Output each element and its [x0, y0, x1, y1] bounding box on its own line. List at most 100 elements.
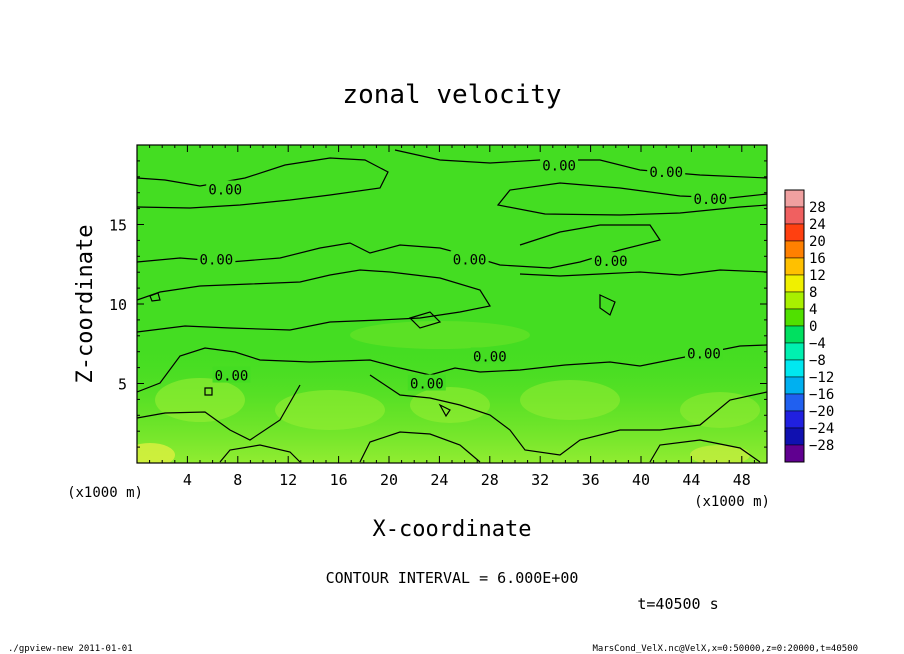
- contour-label-gap: [691, 190, 730, 207]
- x-axis-label: X-coordinate: [373, 517, 532, 542]
- colorbar-cell: [784, 291, 805, 310]
- warm-patch: [137, 443, 175, 463]
- colorbar-label: 8: [809, 285, 817, 301]
- contour-line: [649, 439, 761, 463]
- contour-label: 0.00: [693, 192, 727, 208]
- contour-line: [204, 387, 213, 396]
- contour-label: 0.00: [473, 349, 507, 365]
- colorbar-cell: [784, 393, 805, 412]
- contour-line: [359, 431, 481, 463]
- y-tick-label: 10: [109, 296, 127, 314]
- contour-label-gap: [212, 366, 251, 383]
- x-tick-label: 28: [481, 471, 499, 489]
- contour-line: [149, 292, 161, 302]
- colorbar-label: −12: [809, 370, 834, 386]
- colorbar-label: −8: [809, 353, 826, 369]
- colorbar-cell: [784, 206, 805, 225]
- contour-label-gap: [685, 344, 723, 361]
- x-tick-label: 36: [582, 471, 600, 489]
- contour-label-gap: [206, 180, 245, 197]
- warm-patch: [275, 390, 385, 430]
- colorbar-cell: [784, 359, 805, 378]
- x-tick-label: 40: [632, 471, 650, 489]
- colorbar-cell: [784, 342, 805, 361]
- y-tick-marks: [137, 160, 767, 448]
- colorbar-label: 20: [809, 234, 826, 250]
- contour-line: [219, 444, 301, 463]
- contour-label-gap: [591, 252, 630, 269]
- colorbar-label: 4: [809, 302, 817, 318]
- y-tick-label: 15: [109, 217, 127, 235]
- colorbar-cell: [784, 376, 805, 395]
- colorbar-cell: [784, 189, 805, 208]
- x-tick-label: 16: [330, 471, 348, 489]
- colorbar-cell: [784, 240, 805, 259]
- warm-patch: [410, 387, 490, 423]
- colorbar-label: 12: [809, 268, 826, 284]
- colorbar-label: 16: [809, 251, 826, 267]
- x-tick-label: 4: [183, 471, 192, 489]
- warm-patch: [350, 321, 530, 349]
- y-axis-label: Z-coordinate: [73, 225, 98, 384]
- y-tick-labels: 5 10 15: [109, 217, 127, 394]
- contour-label: 0.00: [215, 369, 249, 385]
- field-shading: [137, 321, 767, 463]
- contour-label-gap: [647, 163, 686, 180]
- contour-label: 0.00: [594, 254, 628, 270]
- contour-line: [438, 403, 451, 418]
- contour-line: [599, 294, 616, 316]
- colorbar-cell: [784, 325, 805, 344]
- colorbar-label: −24: [809, 421, 834, 437]
- colorbar-cell: [784, 444, 805, 463]
- x-tick-label: 32: [531, 471, 549, 489]
- colorbar-cell: [784, 427, 805, 446]
- y-unit-label: (x1000 m): [67, 485, 143, 501]
- colorbar-label: 0: [809, 319, 817, 335]
- x-tick-label: 48: [733, 471, 751, 489]
- contour-interval-text: CONTOUR INTERVAL = 6.000E+00: [326, 569, 579, 587]
- x-tick-label: 44: [682, 471, 700, 489]
- colorbar-label: −20: [809, 404, 834, 420]
- contour-line: [496, 182, 767, 216]
- x-tick-labels: 4 8 12 16 20 24 28 32 36 40 44 48: [183, 471, 751, 489]
- contour-label: 0.00: [687, 346, 721, 362]
- colorbar-cells: [784, 189, 805, 463]
- contour-label-gap: [197, 250, 236, 267]
- contour-label-gap: [540, 156, 579, 173]
- footer-left: ./gpview-new 2011-01-01: [8, 644, 133, 654]
- contour-line: [137, 269, 491, 333]
- contour-label-gap: [450, 250, 489, 267]
- contour-label: 0.00: [208, 183, 242, 199]
- x-tick-label: 20: [380, 471, 398, 489]
- warm-patch: [680, 392, 760, 428]
- colorbar-label: −16: [809, 387, 834, 403]
- colorbar-label: 28: [809, 200, 826, 216]
- colorbar-frame: [784, 189, 805, 463]
- contour-label: 0.00: [410, 377, 444, 393]
- colorbar-cell: [784, 223, 805, 242]
- plot-area: 0.00 0.00 0.00 0.00 0.00 0.00 0.00 0.00 0.00 0.00…: [136, 144, 768, 464]
- colorbar-label: −4: [809, 336, 826, 352]
- time-text: t=40500 s: [637, 595, 718, 613]
- x-tick-label: 12: [279, 471, 297, 489]
- chart-title: zonal velocity: [342, 80, 561, 110]
- colorbar-cell: [784, 257, 805, 276]
- contour-label: 0.00: [200, 252, 234, 268]
- contour-line: [137, 344, 767, 393]
- contour-label: 0.00: [453, 252, 487, 268]
- y-tick-label: 5: [118, 376, 127, 394]
- contour-label: 0.00: [649, 165, 683, 181]
- contour-label: 0.00: [542, 159, 576, 175]
- x-unit-label: (x1000 m): [694, 494, 770, 510]
- x-tick-marks: [149, 145, 755, 463]
- contour-line: [408, 311, 442, 329]
- warm-patch: [155, 378, 245, 422]
- warm-patch: [520, 380, 620, 420]
- contour-line: [137, 384, 301, 441]
- contour-label-gap: [407, 374, 446, 391]
- contour-line: [369, 374, 767, 456]
- contour-label-gap: [470, 347, 509, 364]
